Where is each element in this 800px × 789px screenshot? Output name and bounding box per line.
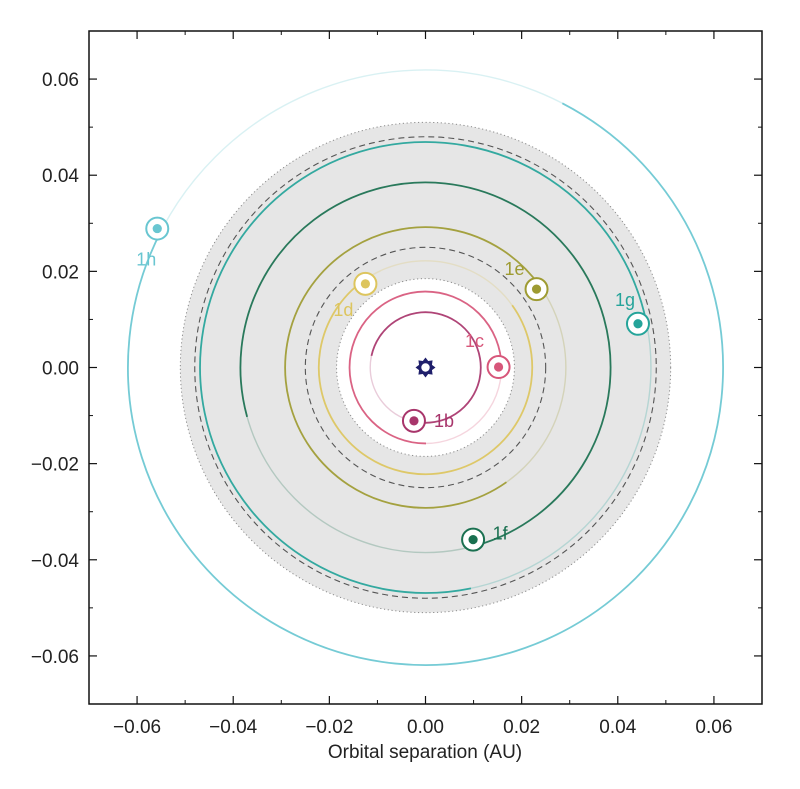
orbit-trail-1f [239,181,612,547]
planet-label-1b: 1b [434,411,454,431]
x-tick-label-2: −0.02 [305,717,353,738]
planet-label-1g: 1g [615,290,635,310]
planet-marker-dot-1h [152,223,162,234]
star-core [421,363,430,372]
habitable-zone-inner-edge [336,278,515,457]
habitable-zone-outer-edge [179,121,672,614]
x-axis-title: Orbital separation (AU) [328,742,522,763]
planet-marker-dot-1g [633,319,643,329]
orbit-trail-1d [317,280,534,476]
orbit-trail-1c [348,290,503,445]
y-tick-label-5: −0.04 [31,551,80,572]
planet-marker-dot-1c [493,362,504,372]
star-icon [415,357,436,378]
orbit-trail-1b [370,311,482,424]
axes-layer: −0.06 −0.04 −0.02 0.00 0.02 0.04 0.06 0.06 0.04 0… [31,31,762,738]
planet-1b: 1b [401,408,454,433]
planet-marker-dot-1b [409,416,419,426]
planet-1f: 1f [461,524,509,552]
y-tick-label-6: −0.06 [31,647,79,668]
habitable-zone-band [180,122,671,613]
planet-marker-dot-1e [531,284,542,294]
planet-1e: 1e [505,259,549,302]
habitable-zone-dashed-ring-0 [304,246,547,489]
habitable-zone-dashed-ring-1 [194,136,657,599]
planet-label-1f: 1f [493,524,509,544]
orbit-trail-1h [127,102,724,666]
planet-1h: 1h [136,216,170,270]
orbit-trail-1g [199,141,648,594]
planet-label-1h: 1h [136,250,156,270]
planet-label-1d: 1d [333,300,353,320]
y-tick-label-3: 0.00 [42,359,79,380]
x-tick-label-3: 0.00 [407,717,444,738]
y-tick-label-2: 0.02 [42,262,79,283]
planet-label-1c: 1c [465,331,484,351]
orbit-trail-1e [284,226,541,509]
planet-marker-dot-1f [468,534,478,545]
x-tick-label-1: −0.04 [209,717,258,738]
x-tick-label-0: −0.06 [113,717,161,738]
planet-label-1e: 1e [505,259,525,279]
x-tick-label-4: 0.02 [503,717,540,738]
y-tick-label-0: 0.06 [42,70,79,91]
plot-area: 1b 1c 1d 1e 1f 1g 1h [127,69,724,666]
planet-1d: 1d [333,271,378,320]
x-tick-label-6: 0.06 [695,717,732,738]
x-tick-label-5: 0.04 [599,717,636,738]
planet-1g: 1g [615,290,650,336]
planet-1c: 1c [465,331,511,380]
y-tick-label-1: 0.04 [42,166,79,187]
planet-marker-dot-1d [360,279,371,289]
y-tick-label-4: −0.02 [31,455,79,476]
